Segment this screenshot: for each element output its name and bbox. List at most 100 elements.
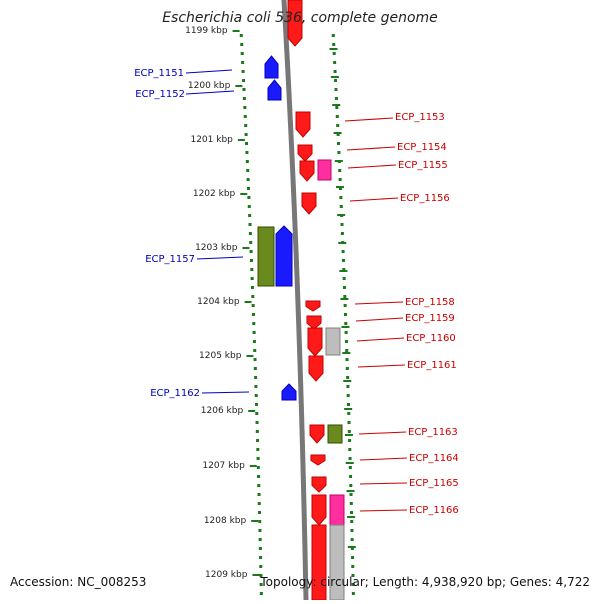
tick-dot xyxy=(242,97,246,100)
gene-box-olive xyxy=(257,226,275,287)
tick-dot xyxy=(248,214,252,217)
tick-dot xyxy=(249,259,253,262)
tick-dot xyxy=(256,439,260,442)
tick-dot xyxy=(349,502,353,505)
gene-label-leader xyxy=(346,146,396,151)
tick-dot xyxy=(349,511,353,514)
gene-label-leader xyxy=(185,69,233,74)
tick-dash xyxy=(338,242,347,244)
tick-dot xyxy=(241,61,245,64)
scale-tick-mark xyxy=(251,520,259,522)
gene-label-leader xyxy=(347,164,397,169)
tick-dot xyxy=(256,466,260,469)
gene-arrow-reverse xyxy=(306,315,322,330)
tick-dash xyxy=(339,270,348,272)
tick-dash xyxy=(344,434,353,436)
tick-dot xyxy=(347,430,351,433)
tick-dot xyxy=(259,556,263,559)
tick-dot xyxy=(344,340,348,343)
tick-dot xyxy=(256,457,260,460)
tick-dot xyxy=(254,385,258,388)
gene-box-olive xyxy=(327,424,343,444)
gene-label: ECP_1156 xyxy=(400,193,450,204)
tick-dot xyxy=(333,70,337,73)
gene-label-leader xyxy=(359,457,408,461)
tick-dot xyxy=(332,52,336,55)
tick-dot xyxy=(259,592,263,595)
tick-dot xyxy=(338,178,342,181)
tick-dash xyxy=(347,546,356,548)
gene-box-pink xyxy=(329,494,345,526)
tick-dot xyxy=(351,565,355,568)
gene-label: ECP_1160 xyxy=(406,333,456,344)
gene-label: ECP_1164 xyxy=(409,453,459,464)
tick-dot xyxy=(341,250,345,253)
tick-dot xyxy=(251,295,255,298)
gene-label: ECP_1165 xyxy=(409,478,459,489)
tick-dot xyxy=(241,70,245,73)
gene-arrow-reverse xyxy=(309,424,325,444)
tick-dot xyxy=(335,115,339,118)
tick-dot xyxy=(346,376,350,379)
tick-dot xyxy=(341,259,345,262)
tick-dot xyxy=(338,169,342,172)
gene-arrow-reverse xyxy=(307,327,323,357)
tick-dot xyxy=(344,322,348,325)
gene-label: ECP_1158 xyxy=(405,297,455,308)
tick-dot xyxy=(331,34,335,37)
tick-dash xyxy=(333,132,342,134)
scale-tick-mark xyxy=(252,574,260,576)
tick-dot xyxy=(339,187,343,190)
scale-tick-mark xyxy=(240,193,248,195)
tick-dash xyxy=(344,408,353,410)
gene-arrow-reverse xyxy=(311,476,327,493)
tick-dot xyxy=(339,205,343,208)
tick-dot xyxy=(253,367,257,370)
gene-labels: ECP_1151 ECP_1152 ECP_1157 ECP_1162 ECP_1153… xyxy=(134,68,459,516)
gene-label: ECP_1162 xyxy=(150,388,200,399)
gene-arrow-reverse xyxy=(299,160,315,182)
tick-dot xyxy=(246,178,250,181)
tick-dot xyxy=(243,106,247,109)
scale-tick-mark xyxy=(244,301,252,303)
gene-label: ECP_1151 xyxy=(134,68,184,79)
tick-dot xyxy=(348,457,352,460)
tick-dot xyxy=(244,133,248,136)
scale-tick-label: 1208 kbp xyxy=(204,516,247,526)
tick-dot xyxy=(349,493,353,496)
gene-label: ECP_1161 xyxy=(407,360,457,371)
tick-dot xyxy=(247,187,251,190)
tick-dot xyxy=(240,43,244,46)
tick-dash xyxy=(341,326,350,328)
gene-label: ECP_1154 xyxy=(397,142,447,153)
tick-dot xyxy=(250,286,254,289)
scale-tick-mark xyxy=(242,247,250,249)
tick-dot xyxy=(258,547,262,550)
gene-arrow-reverse xyxy=(308,355,324,382)
gene-label: ECP_1155 xyxy=(398,160,448,171)
gene-label-leader xyxy=(359,509,408,512)
tick-dot xyxy=(243,115,247,118)
gene-label-leader xyxy=(356,337,405,342)
tick-dot xyxy=(257,502,261,505)
tick-dot xyxy=(342,286,346,289)
tick-dash xyxy=(330,76,339,78)
tick-dot xyxy=(350,538,354,541)
tick-dot xyxy=(350,520,354,523)
gene-label-leader xyxy=(196,256,244,260)
tick-dot xyxy=(259,565,263,568)
gene-label-leader xyxy=(359,482,408,485)
tick-dot xyxy=(256,448,260,451)
tick-dash xyxy=(345,462,354,464)
gene-arrow-forward xyxy=(264,55,279,79)
tick-dash xyxy=(347,516,356,518)
scale-tick-mark xyxy=(248,410,256,412)
tick-dot xyxy=(340,232,344,235)
tick-dot xyxy=(257,511,261,514)
gene-box-pink xyxy=(317,159,332,181)
tick-dot xyxy=(335,106,339,109)
tick-dot xyxy=(248,223,252,226)
tick-dot xyxy=(247,196,251,199)
tick-dot xyxy=(248,232,252,235)
